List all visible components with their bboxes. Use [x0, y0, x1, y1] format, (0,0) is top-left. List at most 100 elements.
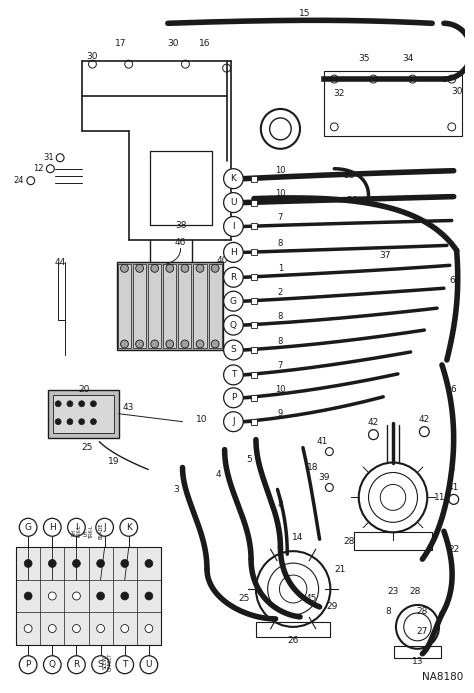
Circle shape	[224, 315, 243, 335]
FancyBboxPatch shape	[256, 622, 330, 637]
FancyBboxPatch shape	[251, 298, 257, 304]
Text: 30: 30	[451, 87, 463, 96]
Circle shape	[224, 216, 243, 236]
Text: 42: 42	[419, 415, 430, 424]
Text: S: S	[230, 346, 237, 355]
Text: 44: 44	[55, 258, 66, 267]
Text: 8: 8	[278, 239, 283, 248]
Circle shape	[224, 168, 243, 188]
Text: 25: 25	[82, 443, 93, 452]
FancyBboxPatch shape	[118, 264, 131, 348]
FancyBboxPatch shape	[209, 264, 222, 348]
Circle shape	[73, 559, 81, 568]
Circle shape	[121, 624, 128, 633]
FancyBboxPatch shape	[163, 264, 176, 348]
Circle shape	[224, 388, 243, 407]
Circle shape	[96, 518, 113, 536]
Circle shape	[224, 267, 243, 287]
Circle shape	[196, 340, 204, 348]
Text: G: G	[230, 297, 237, 306]
Circle shape	[211, 264, 219, 272]
Circle shape	[91, 419, 96, 425]
Text: 25: 25	[238, 595, 250, 604]
Circle shape	[19, 656, 37, 674]
Text: 10: 10	[275, 189, 286, 198]
Circle shape	[181, 340, 189, 348]
Text: BLADE: BLADE	[98, 523, 103, 539]
FancyBboxPatch shape	[251, 274, 257, 280]
FancyBboxPatch shape	[53, 395, 114, 432]
Circle shape	[67, 419, 73, 425]
Text: 30: 30	[167, 39, 179, 48]
FancyBboxPatch shape	[16, 547, 161, 644]
Circle shape	[121, 592, 128, 600]
Circle shape	[145, 559, 153, 568]
FancyBboxPatch shape	[178, 264, 191, 348]
Text: 7: 7	[278, 362, 283, 371]
Text: 23: 23	[387, 586, 399, 595]
Text: 17: 17	[115, 39, 127, 48]
Circle shape	[136, 264, 144, 272]
Text: 5: 5	[246, 455, 252, 464]
Circle shape	[24, 592, 32, 600]
Text: 3: 3	[173, 485, 179, 494]
Text: 28: 28	[343, 536, 355, 545]
Text: 2: 2	[278, 288, 283, 297]
Text: 33: 33	[343, 171, 355, 180]
Text: 18: 18	[307, 463, 319, 472]
Text: 21: 21	[335, 565, 346, 574]
FancyBboxPatch shape	[48, 390, 119, 438]
Circle shape	[68, 518, 85, 536]
Text: 8: 8	[278, 337, 283, 346]
Circle shape	[224, 243, 243, 263]
Text: NA8180: NA8180	[422, 672, 464, 682]
Text: 7: 7	[278, 213, 283, 222]
Text: 26: 26	[287, 636, 299, 645]
Text: 8: 8	[278, 312, 283, 321]
Circle shape	[121, 559, 128, 568]
Text: 9: 9	[278, 410, 283, 419]
Text: S: S	[98, 660, 103, 669]
FancyBboxPatch shape	[251, 347, 257, 353]
Text: 10: 10	[196, 415, 208, 424]
Circle shape	[224, 291, 243, 311]
Text: 4: 4	[216, 470, 221, 479]
Text: 41: 41	[317, 437, 328, 446]
Text: SLEW
OFFSET: SLEW OFFSET	[102, 653, 113, 671]
Circle shape	[73, 624, 81, 633]
Text: 42: 42	[368, 418, 379, 427]
FancyBboxPatch shape	[133, 264, 146, 348]
Text: P: P	[26, 660, 31, 669]
FancyBboxPatch shape	[325, 71, 462, 136]
FancyBboxPatch shape	[251, 395, 257, 401]
Circle shape	[151, 264, 159, 272]
Text: 10: 10	[275, 385, 286, 394]
FancyBboxPatch shape	[193, 264, 207, 348]
Text: 43: 43	[123, 403, 134, 412]
Circle shape	[67, 401, 73, 407]
Circle shape	[224, 412, 243, 432]
Circle shape	[97, 559, 104, 568]
Circle shape	[24, 624, 32, 633]
Text: 15: 15	[299, 9, 310, 18]
Circle shape	[145, 592, 153, 600]
Text: U: U	[230, 198, 237, 207]
FancyBboxPatch shape	[251, 200, 257, 206]
Circle shape	[48, 624, 56, 633]
Text: G: G	[25, 523, 32, 532]
Text: 36: 36	[346, 196, 358, 205]
Circle shape	[120, 518, 137, 536]
Text: 13: 13	[412, 657, 423, 666]
Text: 32: 32	[334, 89, 345, 98]
Circle shape	[224, 365, 243, 385]
Circle shape	[166, 340, 173, 348]
Text: R: R	[73, 660, 80, 669]
Text: R: R	[230, 273, 237, 282]
Circle shape	[79, 419, 84, 425]
Text: 31: 31	[43, 153, 54, 162]
Text: I: I	[232, 222, 235, 231]
FancyBboxPatch shape	[251, 322, 257, 328]
Text: RH
TRK-L: RH TRK-L	[71, 525, 82, 539]
Circle shape	[19, 518, 37, 536]
Circle shape	[55, 419, 61, 425]
